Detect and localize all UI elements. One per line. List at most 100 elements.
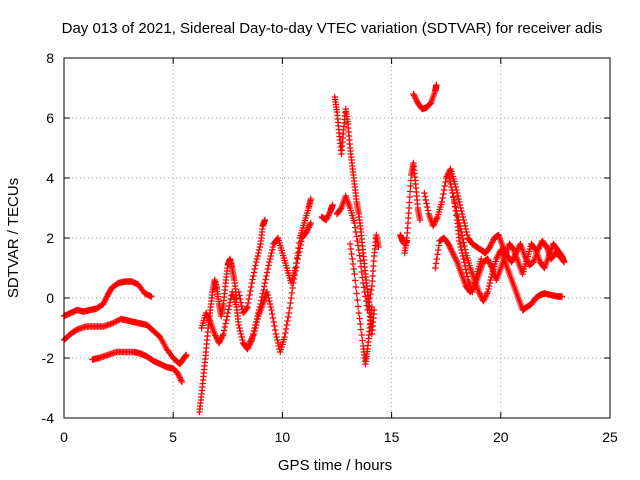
data-point [358, 331, 365, 339]
data-point [368, 286, 375, 294]
data-point [260, 286, 267, 294]
data-point [406, 193, 413, 201]
data-point [459, 232, 466, 239]
data-point [439, 194, 446, 202]
data-point [266, 300, 274, 308]
data-point [536, 243, 543, 251]
data-point [251, 327, 258, 335]
data-point [448, 186, 456, 194]
data-point [225, 306, 232, 313]
data-point [477, 255, 485, 263]
data-point [223, 313, 231, 320]
data-point [211, 330, 218, 338]
data-point [458, 246, 465, 254]
data-point [426, 101, 433, 108]
x-tick-label: 20 [493, 429, 509, 445]
data-point [220, 327, 228, 334]
data-point [251, 265, 258, 273]
data-point [255, 249, 262, 257]
data-point [183, 351, 190, 359]
data-point [178, 378, 186, 386]
data-point [212, 332, 219, 339]
data-point [352, 277, 359, 284]
data-point [298, 238, 305, 245]
data-point [430, 221, 438, 228]
data-point [263, 288, 271, 296]
data-point [282, 329, 289, 337]
data-point [461, 262, 469, 270]
data-point [247, 287, 254, 295]
data-point [486, 279, 494, 287]
data-point [462, 266, 470, 273]
data-point [306, 222, 313, 230]
data-point [177, 375, 184, 383]
data-point [360, 284, 368, 291]
data-point [480, 297, 487, 305]
data-point [236, 292, 243, 299]
data-point [488, 240, 495, 248]
data-point [416, 216, 424, 224]
x-tick-label: 0 [60, 429, 68, 445]
data-point [250, 330, 258, 338]
data-point [265, 294, 272, 302]
data-point [269, 314, 277, 322]
data-point [245, 342, 253, 350]
data-point [274, 235, 281, 243]
data-point [421, 189, 428, 197]
data-point [357, 257, 364, 265]
data-point [102, 296, 109, 303]
data-point [451, 198, 458, 206]
data-point [434, 251, 441, 258]
data-point [352, 283, 360, 291]
data-point [254, 315, 261, 323]
data-point [249, 333, 256, 341]
data-point [362, 293, 369, 300]
data-point [100, 300, 107, 308]
data-point [307, 219, 314, 227]
data-point [266, 258, 273, 266]
data-point [218, 335, 225, 342]
data-point [246, 339, 253, 347]
data-point [252, 321, 260, 329]
data-point [452, 207, 459, 215]
data-point [261, 279, 269, 287]
data-point [431, 219, 438, 227]
data-point [297, 241, 304, 249]
y-tick-label: -4 [42, 410, 55, 426]
data-point [424, 207, 432, 214]
data-point [264, 291, 272, 299]
data-point [237, 330, 245, 338]
data-point [287, 294, 295, 302]
data-point [375, 243, 382, 251]
data-point [218, 333, 226, 341]
data-point [489, 237, 496, 245]
data-point [488, 273, 495, 281]
data-point [252, 258, 260, 266]
data-point [347, 245, 355, 253]
data-point [215, 339, 223, 347]
data-point [274, 339, 282, 347]
data-point [250, 332, 257, 339]
data-point [440, 190, 447, 198]
data-point [253, 255, 261, 263]
data-point [305, 224, 312, 231]
data-point [423, 200, 430, 207]
data-point [456, 240, 464, 248]
data-point [248, 335, 256, 342]
data-point [445, 242, 453, 249]
data-point [354, 237, 361, 245]
data-point [447, 180, 454, 188]
data-point [239, 336, 246, 344]
data-point [509, 245, 517, 253]
data-point [353, 233, 360, 240]
data-point [485, 257, 492, 264]
data-point [422, 196, 430, 204]
data-point [271, 322, 278, 330]
data-point [303, 228, 310, 236]
data-point [359, 274, 366, 281]
data-point [469, 288, 476, 296]
data-point [253, 318, 261, 326]
data-point [360, 279, 367, 287]
data-point [441, 182, 448, 190]
